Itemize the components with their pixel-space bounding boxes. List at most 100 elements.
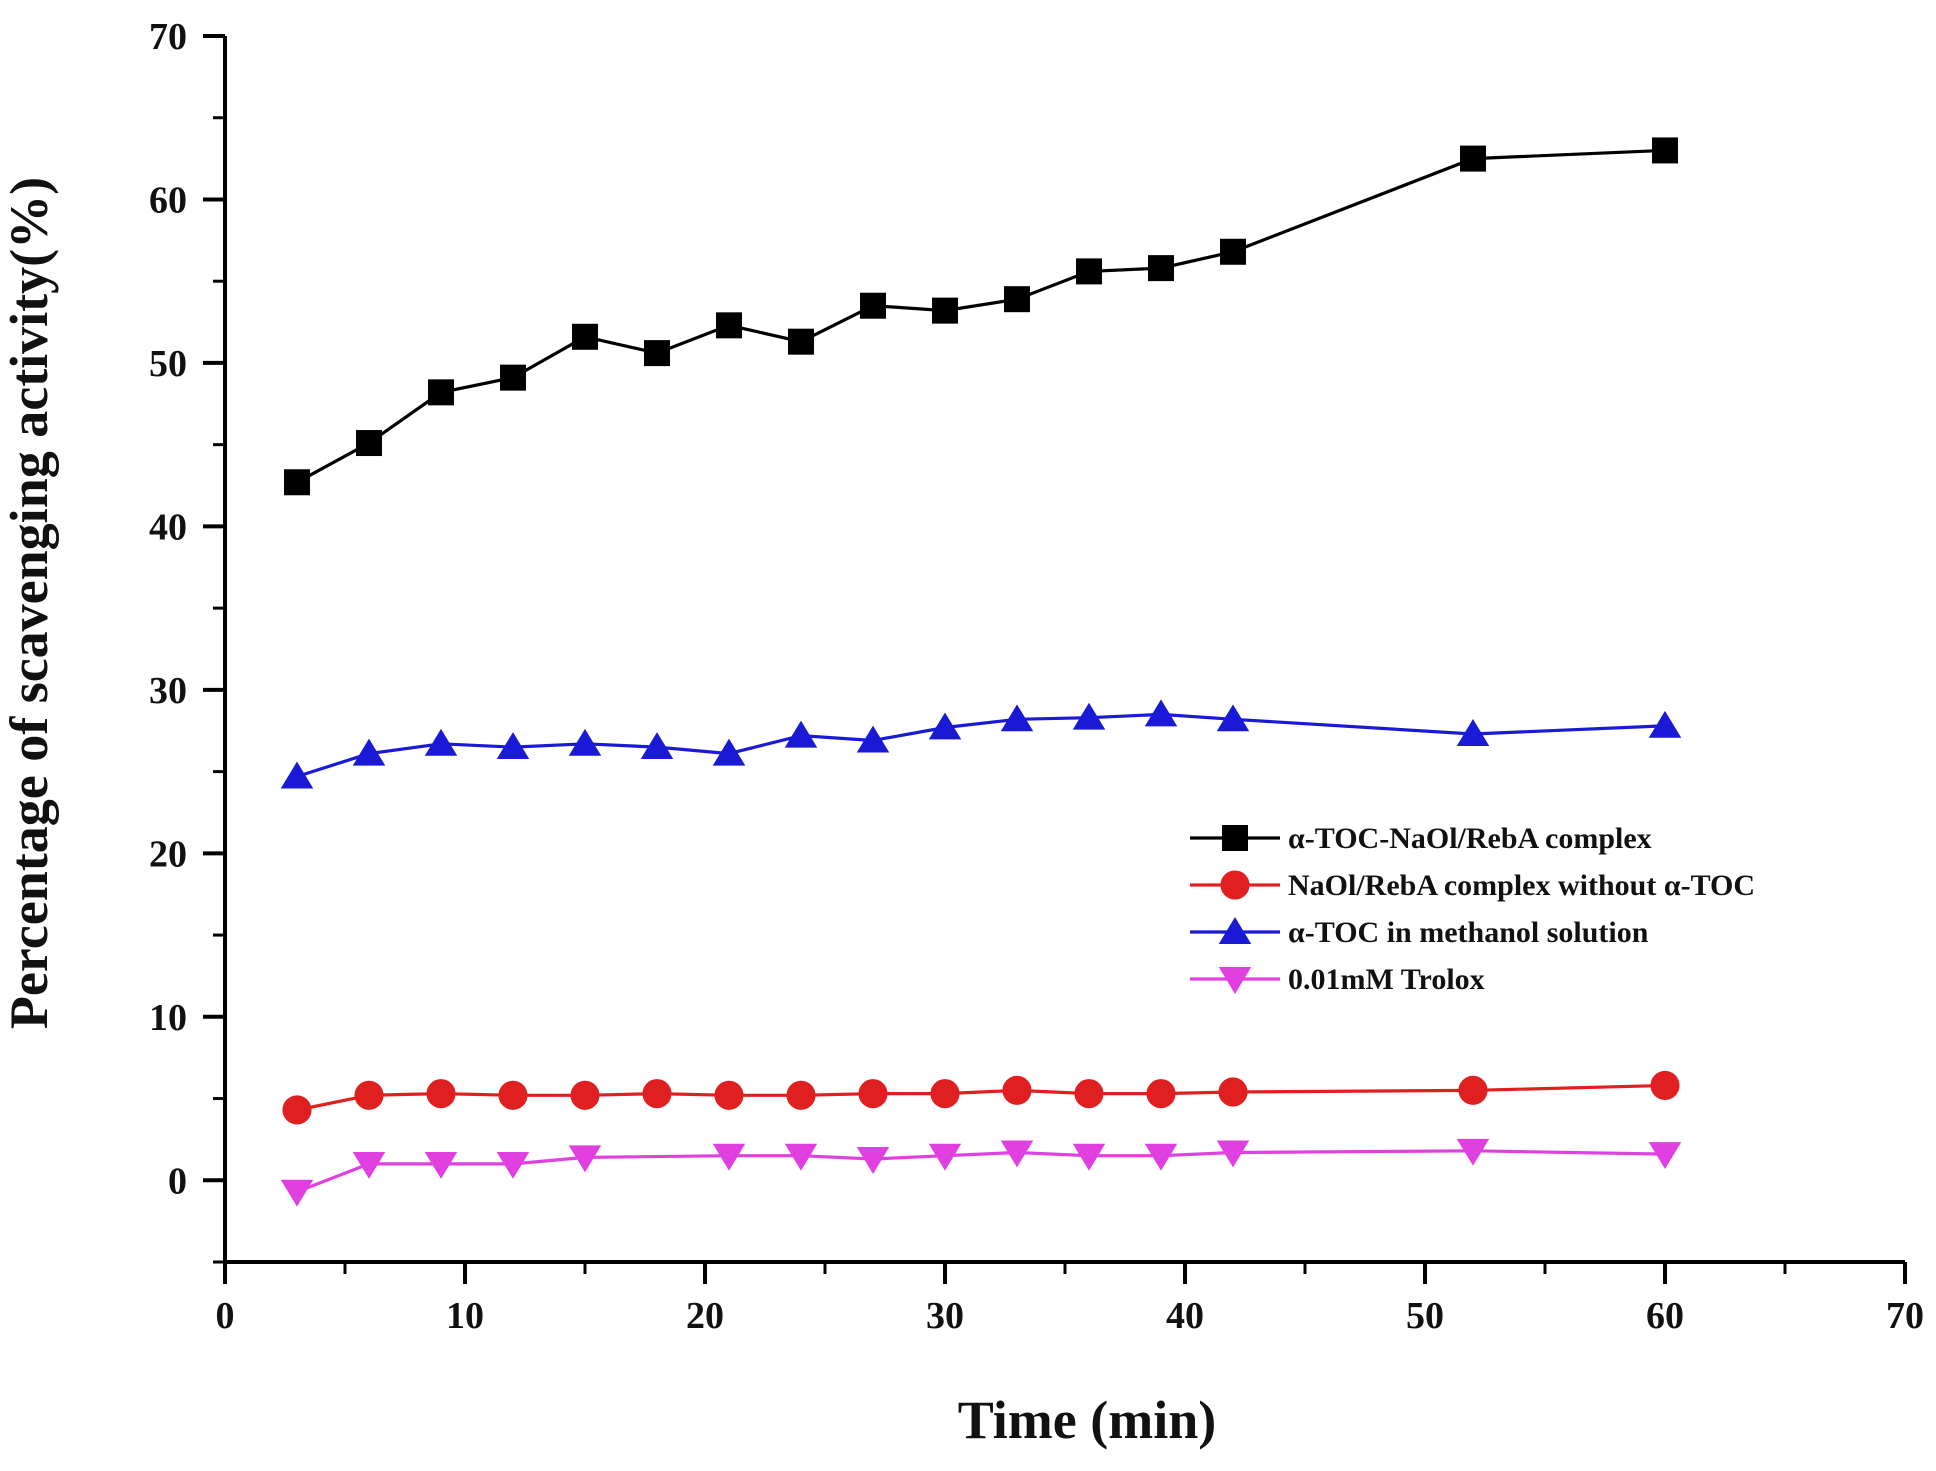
data-point (424, 1151, 458, 1179)
legend-marker (1218, 967, 1252, 994)
data-point (714, 1080, 744, 1110)
series-line (296, 712, 1666, 779)
data-point (856, 725, 890, 753)
y-tick-label: 70 (149, 16, 187, 58)
data-point (1072, 1143, 1106, 1171)
data-point (570, 1080, 600, 1110)
data-point (1144, 1143, 1178, 1171)
data-point (568, 1145, 602, 1173)
data-point (1072, 702, 1106, 730)
data-point (424, 728, 458, 756)
data-point (1074, 1079, 1104, 1109)
data-point (356, 430, 382, 457)
axes: 0 10 20 30 40 50 60 70 0 10 20 30 40 50 60 70 (149, 16, 1924, 1337)
legend-item-3: α-TOC in methanol solution (1190, 916, 1649, 949)
data-point (784, 720, 818, 748)
legend-item-2: NaOl/RebA complex without α-TOC (1190, 869, 1755, 902)
series-line (296, 1083, 1666, 1112)
legend-item-4: 0.01mM Trolox (1190, 963, 1485, 996)
series-group (280, 137, 1682, 1207)
data-point (1648, 710, 1682, 738)
data-point (426, 1079, 456, 1109)
legend-label: NaOl/RebA complex without α-TOC (1288, 869, 1755, 902)
data-point (1076, 258, 1102, 285)
data-point (1000, 1140, 1034, 1168)
x-tick-label: 10 (446, 1295, 484, 1337)
data-point (858, 1079, 888, 1109)
x-tick-label: 70 (1886, 1295, 1924, 1337)
legend-marker (1222, 825, 1248, 851)
data-point (1004, 286, 1030, 313)
data-point (712, 1143, 746, 1171)
data-point (786, 1080, 816, 1110)
data-point (352, 1151, 386, 1179)
y-tick-label: 50 (149, 343, 187, 385)
legend-label: α-TOC in methanol solution (1288, 916, 1649, 949)
x-tick-label: 50 (1406, 1295, 1444, 1337)
y-tick-label: 20 (149, 833, 187, 875)
x-tick-label: 30 (926, 1295, 964, 1337)
data-point (496, 732, 530, 760)
data-point (1652, 137, 1678, 164)
data-point (1220, 238, 1246, 265)
x-tick-label: 40 (1166, 1295, 1204, 1337)
legend: α-TOC-NaOl/RebA complex NaOl/RebA complex… (1190, 822, 1755, 996)
data-point (856, 1147, 890, 1174)
x-tick-label: 60 (1646, 1295, 1684, 1337)
y-axis-title: Percentage of scavenging activity(%) (0, 177, 59, 1029)
data-point (930, 1079, 960, 1109)
data-point (640, 732, 674, 760)
data-point (784, 1143, 818, 1171)
data-point (1456, 1138, 1490, 1166)
data-point (282, 1095, 312, 1125)
data-point (1148, 255, 1174, 282)
series-1 (284, 137, 1678, 496)
data-point (572, 323, 598, 350)
legend-label: 0.01mM Trolox (1288, 963, 1485, 996)
y-tick-label: 10 (149, 997, 187, 1039)
legend-marker (1218, 917, 1252, 944)
y-tick-label: 60 (149, 179, 187, 221)
data-point (428, 379, 454, 406)
data-point (1456, 719, 1490, 746)
data-point (1002, 1075, 1032, 1105)
data-point (1218, 1077, 1248, 1107)
data-point (1648, 1142, 1682, 1170)
data-point (788, 328, 814, 355)
data-point (716, 312, 742, 339)
x-tick-label: 20 (686, 1295, 724, 1337)
legend-marker (1220, 870, 1250, 900)
data-point (928, 712, 962, 740)
y-tick-label: 40 (149, 506, 187, 548)
data-point (354, 1080, 384, 1110)
data-point (1000, 704, 1034, 732)
data-point (498, 1080, 528, 1110)
data-point (932, 297, 958, 324)
data-point (1650, 1070, 1680, 1101)
y-tick-label: 0 (168, 1160, 187, 1202)
data-point (1216, 704, 1250, 732)
data-point (284, 469, 310, 496)
x-axis-title: Time (min) (958, 1390, 1216, 1450)
x-tick-label: 0 (216, 1295, 235, 1337)
data-point (860, 292, 886, 319)
data-point (1216, 1140, 1250, 1168)
series-4 (280, 1138, 1682, 1207)
series-line (296, 148, 1666, 484)
data-point (500, 364, 526, 391)
data-point (568, 728, 602, 756)
data-point (642, 1079, 672, 1109)
data-point (1144, 699, 1178, 727)
data-point (280, 1179, 314, 1207)
series-2 (282, 1070, 1680, 1125)
y-tick-label: 30 (149, 670, 187, 712)
data-point (352, 738, 386, 766)
data-point (1146, 1079, 1176, 1109)
data-point (496, 1151, 530, 1179)
data-point (1460, 145, 1486, 172)
legend-label: α-TOC-NaOl/RebA complex (1288, 822, 1652, 855)
legend-item-1: α-TOC-NaOl/RebA complex (1190, 822, 1652, 855)
data-point (1458, 1075, 1488, 1105)
